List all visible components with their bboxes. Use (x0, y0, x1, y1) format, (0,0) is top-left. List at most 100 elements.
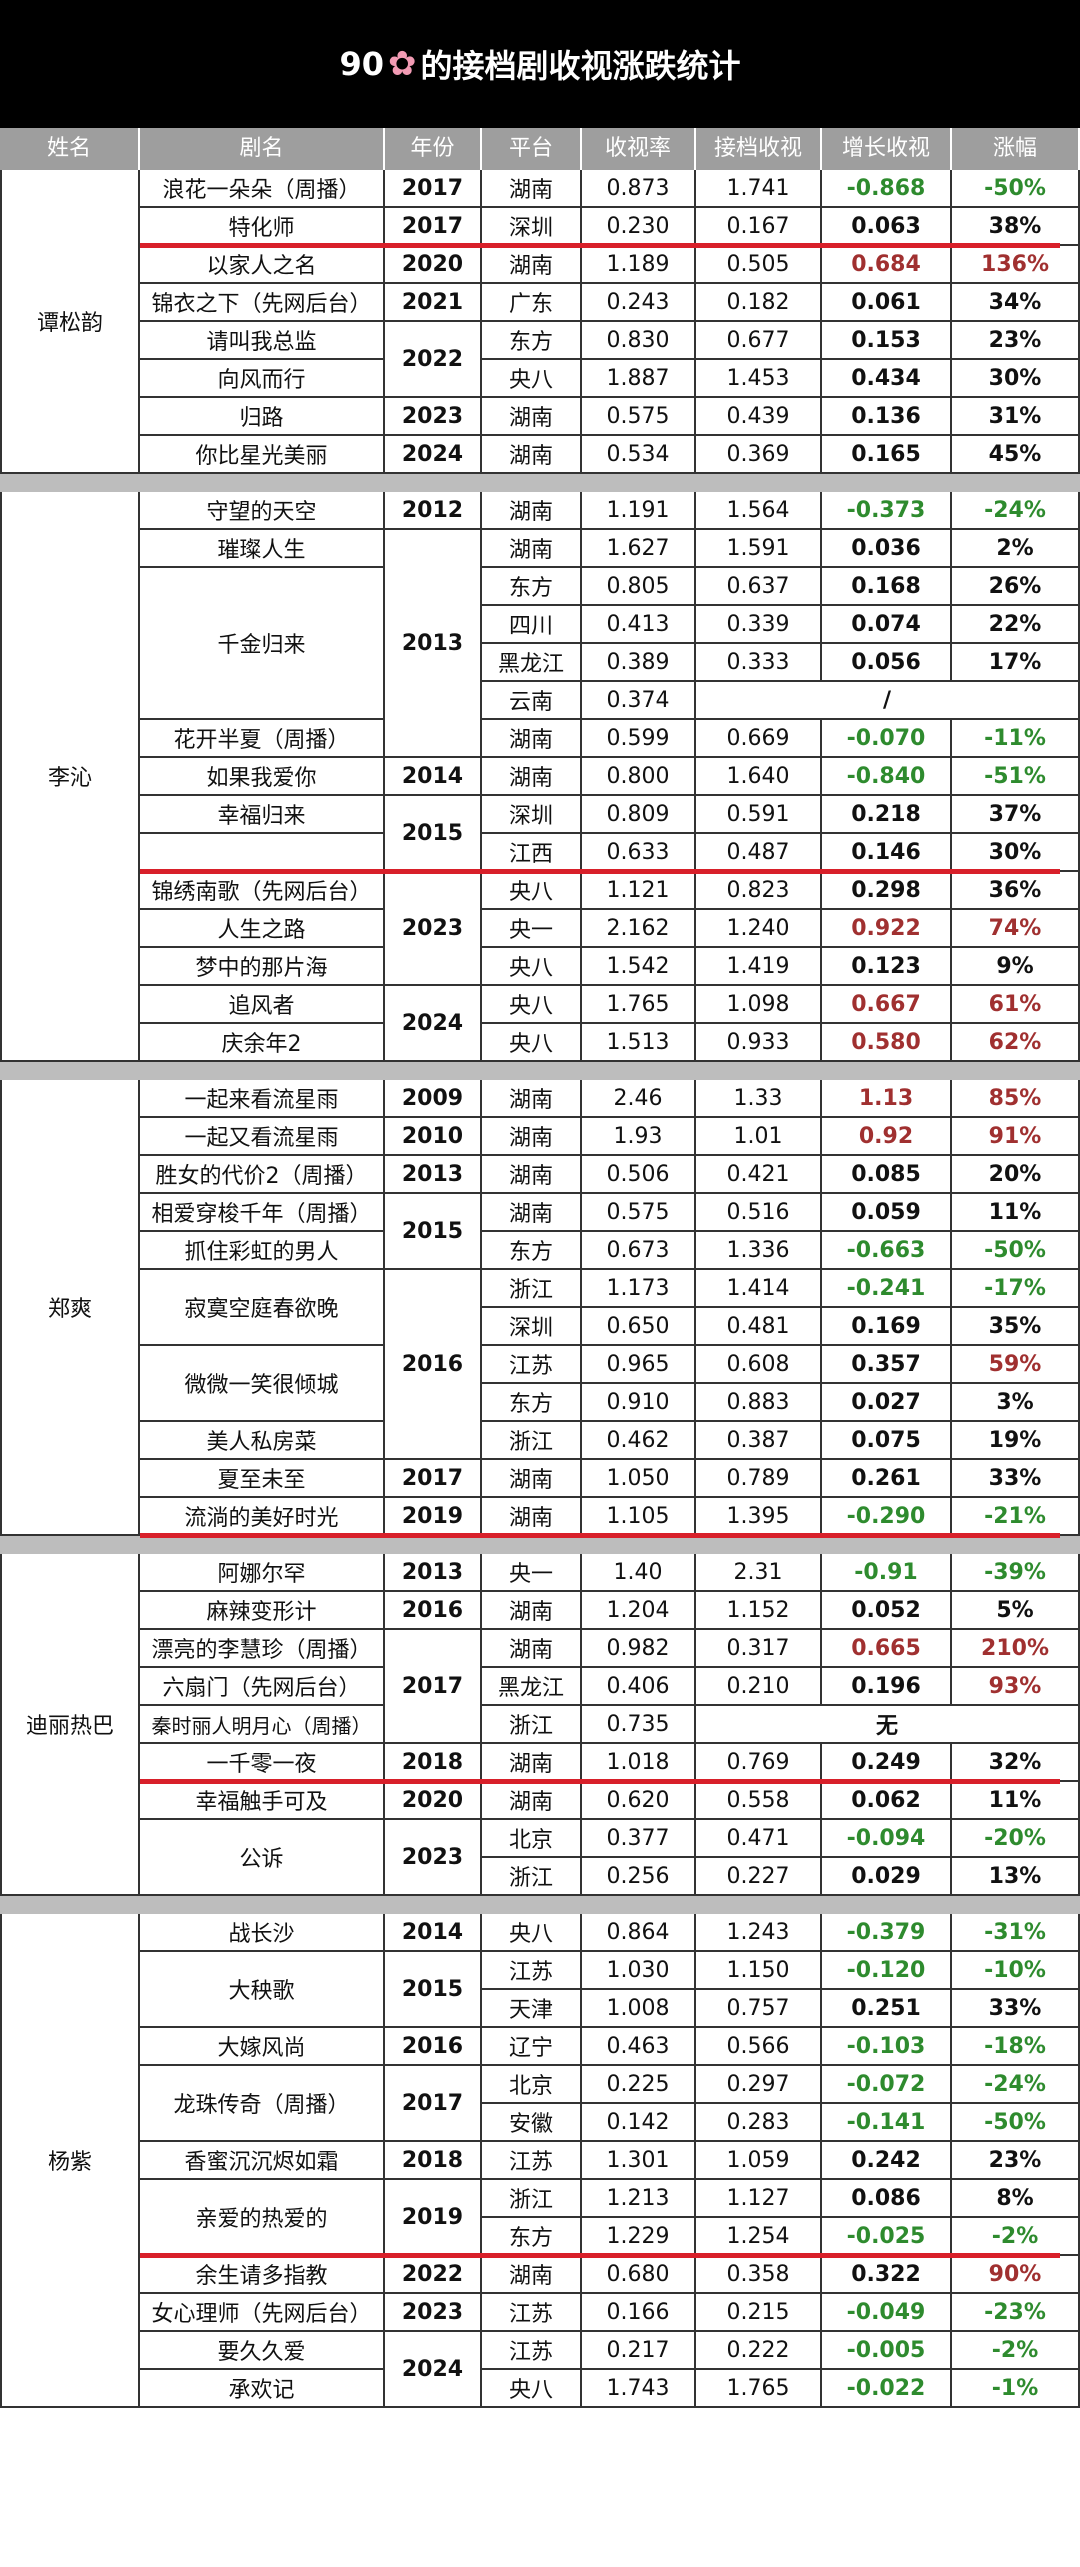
change-pct: 23% (952, 322, 1080, 360)
platform: 广东 (482, 284, 582, 322)
platform: 湖南 (482, 720, 582, 758)
next-rating: 0.210 (696, 1668, 822, 1706)
year: 2015 (385, 1194, 482, 1270)
platform: 江苏 (482, 2294, 582, 2332)
rating: 0.633 (582, 834, 696, 872)
change-pct: -50% (952, 1232, 1080, 1270)
change-pct: 8% (952, 2180, 1080, 2218)
growth: 0.165 (822, 436, 952, 474)
next-rating: 0.283 (696, 2104, 822, 2142)
growth: 0.036 (822, 530, 952, 568)
rating: 0.217 (582, 2332, 696, 2370)
rating: 0.864 (582, 1914, 696, 1952)
rating: 0.575 (582, 398, 696, 436)
rating: 1.173 (582, 1270, 696, 1308)
header-1: 剧名 (140, 128, 385, 170)
year: 2017 (385, 2066, 482, 2142)
year: 2016 (385, 1270, 482, 1460)
change-pct: 33% (952, 1990, 1080, 2028)
actor-name: 谭松韵 (0, 170, 140, 474)
drama-title: 漂亮的李慧珍（周播） (140, 1630, 385, 1668)
group-separator (0, 1536, 1080, 1554)
rating: 0.256 (582, 1858, 696, 1896)
next-rating: 1.765 (696, 2370, 822, 2408)
next-rating: 1.336 (696, 1232, 822, 1270)
growth: 0.123 (822, 948, 952, 986)
drama-title: 余生请多指教 (140, 2256, 385, 2294)
change-pct: 5% (952, 1592, 1080, 1630)
drama-title: 向风而行 (140, 360, 385, 398)
next-rating: 0.222 (696, 2332, 822, 2370)
change-pct: 20% (952, 1156, 1080, 1194)
change-pct: -39% (952, 1554, 1080, 1592)
platform: 云南 (482, 682, 582, 720)
next-rating: / (696, 682, 1080, 720)
change-pct: -50% (952, 170, 1080, 208)
highlight-line (140, 869, 1060, 874)
platform: 北京 (482, 2066, 582, 2104)
change-pct: 62% (952, 1024, 1080, 1062)
drama-title: 人生之路 (140, 910, 385, 948)
rating: 0.805 (582, 568, 696, 606)
next-rating: 0.608 (696, 1346, 822, 1384)
drama-title: 锦绣南歌（先网后台） (140, 872, 385, 910)
drama-title: 麻辣变形计 (140, 1592, 385, 1630)
growth: 0.085 (822, 1156, 952, 1194)
next-rating: 2.31 (696, 1554, 822, 1592)
next-rating: 0.333 (696, 644, 822, 682)
drama-title: 追风者 (140, 986, 385, 1024)
drama-title: 归路 (140, 398, 385, 436)
group-3: 迪丽热巴 阿娜尔罕 2013 央一 1.40 2.31 -0.91 -39% 麻辣变形计 2016… (0, 1554, 1080, 1896)
change-pct: 38% (952, 208, 1080, 246)
drama-title: 美人私房菜 (140, 1422, 385, 1460)
drama-title: 龙珠传奇（周播） (140, 2066, 385, 2142)
next-rating: 0.481 (696, 1308, 822, 1346)
rating: 0.377 (582, 1820, 696, 1858)
growth: 0.086 (822, 2180, 952, 2218)
rating: 0.230 (582, 208, 696, 246)
platform: 黑龙江 (482, 1668, 582, 1706)
platform: 湖南 (482, 1630, 582, 1668)
next-rating: 0.757 (696, 1990, 822, 2028)
platform: 天津 (482, 1990, 582, 2028)
drama-title: 以家人之名 (140, 246, 385, 284)
growth: 0.261 (822, 1460, 952, 1498)
drama-title: 夏至未至 (140, 1460, 385, 1498)
growth: -0.005 (822, 2332, 952, 2370)
rating: 2.46 (582, 1080, 696, 1118)
growth: -0.141 (822, 2104, 952, 2142)
growth: 0.052 (822, 1592, 952, 1630)
next-rating: 1.127 (696, 2180, 822, 2218)
platform: 浙江 (482, 1858, 582, 1896)
change-pct: 34% (952, 284, 1080, 322)
rating: 1.204 (582, 1592, 696, 1630)
platform: 江苏 (482, 1952, 582, 1990)
platform: 湖南 (482, 398, 582, 436)
growth: 0.075 (822, 1422, 952, 1460)
growth: 0.029 (822, 1858, 952, 1896)
change-pct: 37% (952, 796, 1080, 834)
change-pct: 74% (952, 910, 1080, 948)
drama-title: 如果我爱你 (140, 758, 385, 796)
group-1: 李沁 守望的天空 2012 湖南 1.191 1.564 -0.373 -24% 璀璨人生 201… (0, 492, 1080, 1062)
rating: 1.121 (582, 872, 696, 910)
platform: 北京 (482, 1820, 582, 1858)
growth: 0.027 (822, 1384, 952, 1422)
drama-title: 一起又看流星雨 (140, 1118, 385, 1156)
change-pct: 13% (952, 1858, 1080, 1896)
platform: 央八 (482, 948, 582, 986)
rating: 0.680 (582, 2256, 696, 2294)
rating: 1.887 (582, 360, 696, 398)
drama-title: 一千零一夜 (140, 1744, 385, 1782)
rating: 1.213 (582, 2180, 696, 2218)
next-rating: 0.471 (696, 1820, 822, 1858)
year: 2022 (385, 322, 482, 398)
next-rating: 0.505 (696, 246, 822, 284)
change-pct: 90% (952, 2256, 1080, 2294)
next-rating: 0.789 (696, 1460, 822, 1498)
next-rating: 0.487 (696, 834, 822, 872)
next-rating: 0.439 (696, 398, 822, 436)
header-5: 接档收视 (696, 128, 822, 170)
drama-title: 花开半夏（周播） (140, 720, 385, 758)
growth: 0.061 (822, 284, 952, 322)
